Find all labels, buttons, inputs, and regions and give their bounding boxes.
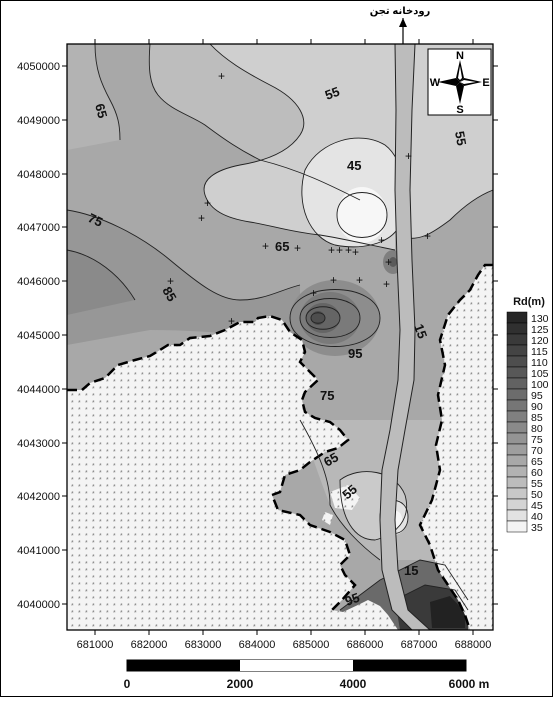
river-label: رودخانه تجن bbox=[370, 6, 431, 17]
legend: Rd(m) 130 125 120 115 110 105 100 95 90 … bbox=[506, 296, 549, 534]
legend-label: 70 bbox=[531, 445, 543, 457]
svg-text:+: + bbox=[356, 273, 363, 287]
y-tick-label: 4044000 bbox=[17, 384, 60, 396]
river-arrow-head bbox=[399, 18, 407, 27]
legend-label: 60 bbox=[531, 467, 543, 479]
y-tick-label: 4048000 bbox=[17, 169, 60, 181]
x-tick-label: 685000 bbox=[293, 639, 330, 651]
svg-text:+: + bbox=[385, 255, 392, 269]
scale-label: 2000 bbox=[227, 677, 254, 691]
x-axis: 681000 682000 683000 684000 685000 68600… bbox=[77, 39, 492, 651]
svg-text:+: + bbox=[262, 239, 269, 253]
compass-north-label: N bbox=[456, 50, 464, 62]
y-tick-label: 4043000 bbox=[17, 438, 60, 450]
legend-label: 90 bbox=[531, 401, 543, 413]
legend-label: 40 bbox=[531, 511, 543, 523]
y-tick-label: 4041000 bbox=[17, 545, 60, 557]
svg-text:+: + bbox=[330, 273, 337, 287]
compass-south-label: S bbox=[456, 104, 463, 116]
contour-label: 65 bbox=[92, 102, 110, 120]
y-tick-label: 4046000 bbox=[17, 276, 60, 288]
y-tick-label: 4045000 bbox=[17, 330, 60, 342]
x-tick-label: 687000 bbox=[401, 639, 438, 651]
legend-title: Rd(m) bbox=[513, 296, 545, 308]
svg-text:+: + bbox=[204, 196, 211, 210]
contour-label: 15 bbox=[404, 563, 418, 578]
legend-label: 45 bbox=[531, 500, 543, 512]
svg-text:+: + bbox=[310, 286, 317, 300]
svg-text:+: + bbox=[336, 243, 343, 257]
contour-label: 55 bbox=[323, 84, 342, 103]
scale-unit: m bbox=[479, 677, 490, 691]
north-arrow-icon: N S W E bbox=[427, 48, 492, 116]
y-tick-label: 4040000 bbox=[17, 599, 60, 611]
scale-label: 4000 bbox=[340, 677, 367, 691]
legend-label: 85 bbox=[531, 412, 543, 424]
scale-bar: 0 2000 4000 6000 m bbox=[124, 659, 490, 691]
x-tick-label: 682000 bbox=[131, 639, 168, 651]
legend-label: 130 bbox=[531, 313, 549, 325]
legend-label: 100 bbox=[531, 379, 549, 391]
svg-text:+: + bbox=[424, 229, 431, 243]
svg-text:+: + bbox=[328, 243, 335, 257]
contour-label: 85 bbox=[159, 284, 179, 304]
legend-label: 65 bbox=[531, 456, 543, 468]
svg-text:+: + bbox=[218, 69, 225, 83]
y-tick-label: 4049000 bbox=[17, 115, 60, 127]
contour-label: 95 bbox=[348, 346, 362, 361]
legend-label: 55 bbox=[531, 478, 543, 490]
x-tick-label: 686000 bbox=[347, 639, 384, 651]
legend-label: 115 bbox=[531, 346, 548, 358]
x-tick-label: 683000 bbox=[185, 639, 222, 651]
legend-label: 125 bbox=[531, 324, 549, 336]
compass-west-label: W bbox=[430, 77, 441, 89]
contour-label: 15 bbox=[411, 322, 430, 341]
svg-text:+: + bbox=[383, 277, 390, 291]
x-tick-label: 688000 bbox=[455, 639, 492, 651]
scale-label: 0 bbox=[124, 677, 131, 691]
svg-text:+: + bbox=[294, 241, 301, 255]
scale-label: 6000 bbox=[449, 677, 476, 691]
y-tick-label: 4047000 bbox=[17, 222, 60, 234]
svg-text:+: + bbox=[345, 243, 352, 257]
legend-label: 95 bbox=[531, 390, 543, 402]
contour-label: 75 bbox=[320, 388, 334, 403]
compass-east-label: E bbox=[482, 77, 489, 89]
legend-label: 110 bbox=[531, 357, 548, 369]
contour-label: 55 bbox=[452, 130, 469, 147]
x-tick-label: 681000 bbox=[77, 639, 114, 651]
contour-label: 65 bbox=[321, 449, 341, 469]
y-axis: 4050000 4049000 4048000 4047000 4046000 … bbox=[17, 61, 498, 611]
y-tick-label: 4050000 bbox=[17, 61, 60, 73]
legend-label: 35 bbox=[531, 522, 543, 534]
map-frame bbox=[66, 43, 494, 631]
legend-label: 120 bbox=[531, 335, 549, 347]
y-tick-label: 4042000 bbox=[17, 491, 60, 503]
legend-label: 105 bbox=[531, 368, 549, 380]
x-tick-label: 684000 bbox=[239, 639, 276, 651]
svg-text:+: + bbox=[198, 211, 205, 225]
contour-label: 75 bbox=[86, 210, 105, 230]
svg-text:+: + bbox=[228, 314, 235, 328]
svg-text:+: + bbox=[378, 233, 385, 247]
contour-label: 95 bbox=[343, 590, 362, 609]
svg-text:+: + bbox=[352, 245, 359, 259]
contour-map: + + + + + + + + + + + + + + + + + + + 65… bbox=[67, 44, 493, 630]
contour-label: 45 bbox=[347, 158, 361, 173]
svg-text:+: + bbox=[405, 149, 412, 163]
contour-label: 65 bbox=[275, 239, 289, 254]
legend-label: 80 bbox=[531, 423, 543, 435]
legend-label: 50 bbox=[531, 489, 543, 501]
svg-text:+: + bbox=[167, 274, 174, 288]
legend-label: 75 bbox=[531, 434, 543, 446]
